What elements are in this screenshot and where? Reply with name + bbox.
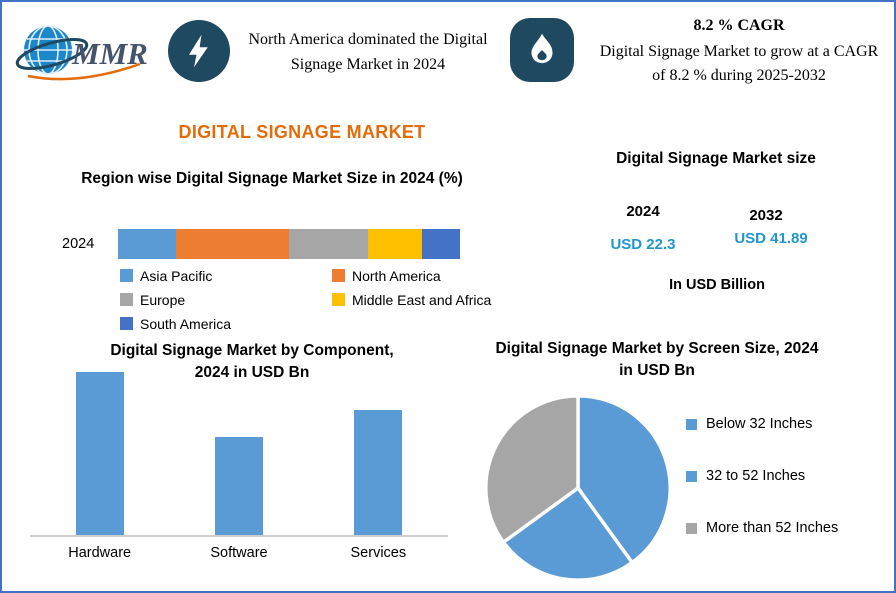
pie-legend-label: 32 to 52 Inches (706, 468, 806, 484)
bar-software (214, 437, 263, 535)
lightning-icon (168, 20, 230, 82)
legend-swatch-south-america (120, 317, 133, 330)
legend-label: South America (140, 315, 232, 332)
pie-slice-below-32-inches (576, 394, 672, 565)
market-size-unit: In USD Billion (669, 277, 765, 293)
legend-swatch-middle-east-and-africa (332, 293, 345, 306)
bar-segment-south-america (422, 229, 460, 259)
pie-svg (484, 394, 672, 582)
component-bars (30, 357, 448, 537)
legend-item-north-america: North America (332, 266, 491, 285)
pie-legend-swatch-32-to-52-inches (686, 470, 697, 482)
cagr-title: 8.2 % CAGR (693, 17, 785, 34)
pie-legend-item-below-32-inches: Below 32 Inches (686, 416, 838, 432)
bar-segment-middle-east-and-africa (367, 229, 423, 259)
region-legend: Asia Pacific North America Europe Middle Ea… (120, 266, 491, 333)
bar-hardware (75, 371, 124, 535)
component-labels: Hardware Software Services (30, 545, 448, 561)
region-chart-row: 2024 (62, 229, 460, 259)
bar-column-services (309, 357, 448, 535)
pie-legend-label: More than 52 Inches (706, 520, 839, 536)
bar-segment-europe (289, 229, 368, 259)
highlight-callout: North America dominated the Digital Sign… (248, 31, 488, 73)
bar-services (354, 410, 403, 535)
bar-label-services: Services (350, 545, 407, 561)
pie-slice-32-to-52-inches (501, 486, 634, 582)
market-size-year-2024: 2024 (626, 203, 660, 220)
legend-item-south-america: South America (120, 314, 332, 333)
pie-legend-label: Below 32 Inches (706, 416, 813, 432)
legend-label: Asia Pacific (140, 267, 213, 284)
legend-item-middle-east-and-africa: Middle East and Africa (332, 290, 491, 309)
market-size-title: Digital Signage Market size (616, 150, 816, 167)
pie-slice-more-than-52-inches (484, 394, 580, 544)
pie-legend: Below 32 Inches 32 to 52 Inches More than … (686, 416, 838, 536)
legend-item-asia-pacific: Asia Pacific (120, 266, 332, 285)
market-size-value-2032: USD 41.89 (734, 230, 808, 247)
legend-label: Middle East and Africa (352, 291, 492, 308)
bar-column-hardware (30, 357, 169, 535)
region-chart-title: Region wise Digital Signage Market Size … (81, 170, 463, 187)
bar-segment-asia-pacific (118, 229, 177, 259)
region-stacked-bar (118, 229, 460, 259)
pie-chart-title: Digital Signage Market by Screen Size, 2… (495, 340, 819, 379)
legend-label: Europe (140, 291, 186, 308)
legend-swatch-north-america (332, 269, 345, 282)
logo-text: MMR (71, 36, 148, 71)
page-title: DIGITAL SIGNAGE MARKET (178, 122, 426, 142)
market-size-value-2024: USD 22.3 (610, 236, 676, 253)
bar-label-software: Software (210, 545, 268, 561)
globe-logo-graphic: MMR (15, 25, 148, 81)
component-chart-title: Digital Signage Market by Component, 202… (110, 342, 394, 381)
bar-label-hardware: Hardware (68, 545, 132, 561)
pie-legend-item-more-than-52-inches: More than 52 Inches (686, 520, 838, 536)
flame-icon (510, 18, 574, 82)
legend-label: North America (352, 267, 441, 284)
pie-legend-swatch-below-32-inches (686, 418, 697, 430)
legend-swatch-asia-pacific (120, 269, 133, 282)
pie-legend-swatch-more-than-52-inches (686, 522, 697, 534)
cagr-text: Digital Signage Market to grow at a CAGR… (599, 43, 879, 84)
mmr-logo: MMR (14, 12, 154, 90)
bar-segment-north-america (176, 229, 289, 259)
region-axis-label: 2024 (62, 236, 95, 252)
pie-legend-item-32-to-52-inches: 32 to 52 Inches (686, 468, 838, 484)
legend-swatch-europe (120, 293, 133, 306)
cagr-block: 8.2 % CAGR Digital Signage Market to gro… (596, 14, 882, 88)
legend-item-europe: Europe (120, 290, 332, 309)
bar-column-software (169, 357, 308, 535)
market-size-year-2032: 2032 (749, 207, 783, 224)
